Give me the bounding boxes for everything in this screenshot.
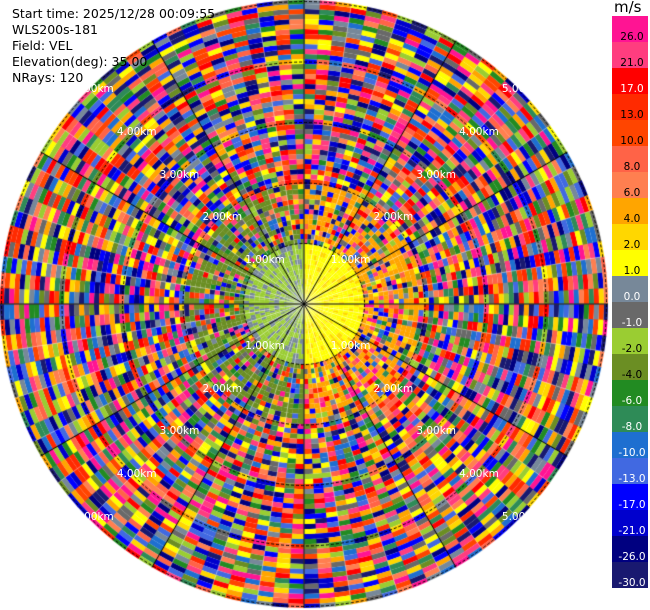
colorbar-cell <box>612 536 648 562</box>
colorbar-label: -2.0 <box>621 343 643 355</box>
colorbar-label: 21.0 <box>620 57 644 69</box>
start-time-label: Start time: 2025/12/28 00:09:55 <box>12 6 216 21</box>
range-ring-label: 1.00km <box>245 339 285 352</box>
range-ring-label: 2.00km <box>373 211 414 224</box>
range-ring-label: 2.00km <box>202 382 243 395</box>
range-ring-label: 4.00km <box>116 468 157 481</box>
colorbar-cell <box>612 94 648 120</box>
colorbar-label: 17.0 <box>620 83 644 95</box>
colorbar-cell <box>612 146 648 172</box>
range-ring-label: 5.00km <box>501 83 542 96</box>
colorbar-cell <box>612 68 648 94</box>
colorbar-label: -17.0 <box>618 499 646 511</box>
colorbar-label: -13.0 <box>618 473 646 485</box>
colorbar-unit: m/s <box>614 0 642 16</box>
colorbar-label: 13.0 <box>620 109 644 121</box>
colorbar-label: -8.0 <box>621 421 643 433</box>
colorbar-cell <box>612 380 648 406</box>
range-ring-label: 4.00km <box>459 125 499 138</box>
range-ring-label: 4.00km <box>116 125 157 138</box>
colorbar-cell <box>612 354 648 380</box>
range-ring-label: 2.00km <box>202 211 243 224</box>
elevation-label: Elevation(deg): 35.00 <box>12 54 148 69</box>
range-ring-label: 3.00km <box>159 425 200 438</box>
range-ring-label: 1.00km <box>330 254 371 267</box>
colorbar-label: 4.0 <box>623 213 641 225</box>
colorbar-label: -26.0 <box>618 551 646 563</box>
colorbar-label: -30.0 <box>618 577 646 589</box>
colorbar-cell <box>612 328 648 354</box>
colorbar-cell <box>612 510 648 536</box>
range-ring-label: 5.00km <box>74 510 114 523</box>
colorbar-label: -6.0 <box>621 395 643 407</box>
colorbar-cell <box>612 120 648 146</box>
station-label: WLS200s-181 <box>12 22 98 37</box>
colorbar-cell <box>612 250 648 276</box>
colorbar-cell <box>612 276 648 302</box>
colorbar-label: 0.0 <box>623 291 641 303</box>
range-ring-label: 1.00km <box>330 339 371 352</box>
colorbar-cell <box>612 406 648 432</box>
field-label: Field: VEL <box>12 38 73 53</box>
colorbar-cell <box>612 16 648 42</box>
colorbar-cell <box>612 224 648 250</box>
colorbar-label: -10.0 <box>618 447 646 459</box>
colorbar-cell <box>612 458 648 484</box>
colorbar-label: 1.0 <box>623 265 641 277</box>
range-ring-label: 5.00km <box>74 83 114 96</box>
range-ring-label: 1.00km <box>245 254 285 267</box>
colorbar-cell <box>612 432 648 458</box>
nrays-label: NRays: 120 <box>12 70 84 85</box>
colorbar-label: -4.0 <box>621 369 643 381</box>
colorbar-label: -1.0 <box>621 317 643 329</box>
range-ring-label: 3.00km <box>159 168 200 181</box>
colorbar-label: -21.0 <box>618 525 646 537</box>
range-ring-label: 2.00km <box>373 382 414 395</box>
colorbar-cell <box>612 172 648 198</box>
colorbar-label: 26.0 <box>620 31 644 43</box>
colorbar-cell <box>612 562 648 588</box>
colorbar-cell <box>612 302 648 328</box>
range-ring-label: 3.00km <box>416 168 457 181</box>
colorbar-label: 10.0 <box>620 135 644 147</box>
range-ring-label: 5.00km <box>501 510 542 523</box>
range-ring-label: 4.00km <box>459 468 499 481</box>
colorbar-label: 2.0 <box>623 239 641 251</box>
colorbar-cell <box>612 198 648 224</box>
colorbar-cell <box>612 42 648 68</box>
range-ring-label: 3.00km <box>416 425 457 438</box>
colorbar-label: 6.0 <box>623 187 641 199</box>
colorbar-cell <box>612 484 648 510</box>
colorbar-label: 8.0 <box>623 161 641 173</box>
colorbar: 26.0 21.0 17.0 13.0 10.0 8.0 6.0 4.0 2.0 1.0 0.0 -1… <box>612 16 650 589</box>
